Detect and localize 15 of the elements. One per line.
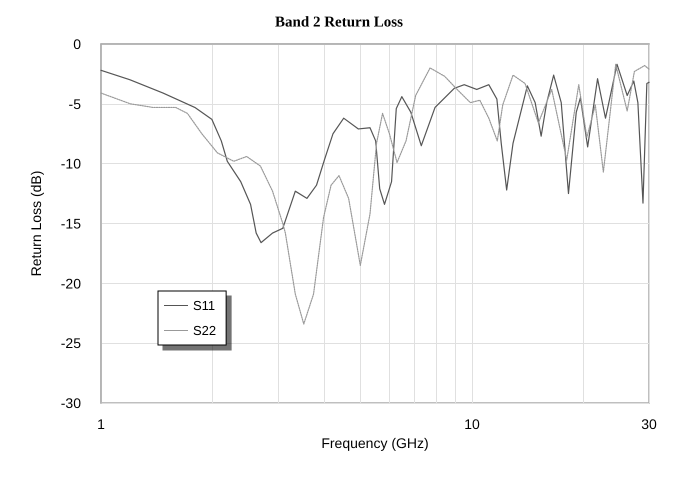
y-tick-label: -5 <box>68 96 82 112</box>
x-tick-label: 30 <box>641 416 657 432</box>
y-tick-label: -20 <box>60 275 82 292</box>
chart-title: Band 2 Return Loss <box>275 14 404 30</box>
x-axis-title: Frequency (GHz) <box>321 434 429 451</box>
y-tick-label: 0 <box>73 36 82 52</box>
x-tick-label: 10 <box>464 416 480 432</box>
legend-label: S11 <box>193 298 216 313</box>
y-tick-label: -25 <box>60 335 82 352</box>
legend-label: S22 <box>193 323 216 338</box>
y-tick-label: -30 <box>60 395 82 411</box>
x-tick-label: 1 <box>97 416 106 432</box>
y-tick-label: -10 <box>60 156 82 172</box>
y-tick-label: -15 <box>60 216 82 232</box>
y-axis-title: Return Loss (dB) <box>28 170 44 276</box>
